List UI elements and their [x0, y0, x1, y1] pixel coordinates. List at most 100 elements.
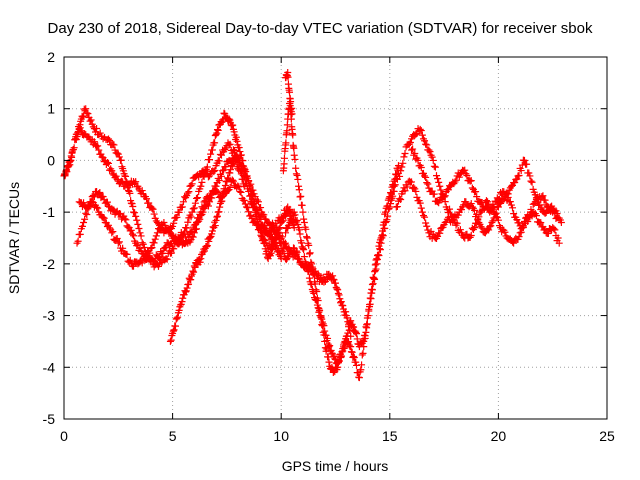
y-tick-label-neg3: -3: [43, 308, 56, 324]
data-point: [474, 216, 482, 224]
data-point: [136, 229, 144, 237]
data-point: [280, 154, 288, 162]
data-point: [379, 232, 387, 240]
data-point: [353, 335, 361, 343]
data-point: [426, 148, 434, 156]
data-point: [282, 139, 290, 147]
data-point: [77, 127, 85, 135]
data-point: [169, 327, 177, 335]
data-point: [229, 162, 237, 170]
data-point: [430, 162, 438, 170]
data-point: [198, 178, 206, 186]
data-point: [269, 243, 277, 251]
data-point: [212, 131, 220, 139]
data-point: [297, 192, 305, 200]
data-point: [105, 159, 113, 167]
data-point: [197, 255, 205, 263]
data-point: [212, 216, 220, 224]
data-point: [150, 210, 158, 218]
data-point: [257, 204, 265, 212]
data-point: [376, 246, 384, 254]
data-point: [209, 187, 217, 195]
data-point: [510, 239, 518, 247]
data-point: [288, 110, 296, 118]
data-point: [359, 349, 367, 357]
data-point: [234, 182, 242, 190]
data-point: [393, 203, 401, 211]
data-point: [150, 258, 158, 266]
data-point: [338, 348, 346, 356]
data-point: [321, 344, 329, 352]
data-point: [119, 178, 127, 186]
data-point: [337, 354, 345, 362]
data-point: [214, 188, 222, 196]
data-point: [274, 228, 282, 236]
y-tick-label-2: 2: [47, 49, 55, 65]
data-point: [191, 199, 199, 207]
data-point: [96, 129, 104, 137]
data-point: [206, 198, 214, 206]
data-point: [258, 233, 266, 241]
data-point: [226, 140, 234, 148]
data-point: [105, 135, 113, 143]
data-point: [419, 212, 427, 220]
data-point: [185, 280, 193, 288]
data-point: [183, 284, 191, 292]
data-point: [366, 300, 374, 308]
y-tick-label-neg1: -1: [43, 204, 56, 220]
data-point: [173, 213, 181, 221]
data-point: [337, 298, 345, 306]
data-point: [527, 205, 535, 213]
data-point: [247, 180, 255, 188]
data-point: [177, 301, 185, 309]
data-point: [80, 218, 88, 226]
data-point: [173, 314, 181, 322]
data-point: [541, 196, 549, 204]
data-point: [211, 222, 219, 230]
axis-ticks: [63, 56, 608, 420]
data-point: [275, 235, 283, 243]
data-point: [208, 194, 216, 202]
data-point: [229, 177, 237, 185]
data-point: [236, 187, 244, 195]
data-point: [249, 200, 257, 208]
data-point: [352, 328, 360, 336]
data-point: [396, 195, 404, 203]
data-point: [350, 323, 358, 331]
data-point: [451, 178, 459, 186]
data-point: [482, 197, 490, 205]
data-point: [196, 258, 204, 266]
data-point: [178, 232, 186, 240]
data-point: [412, 187, 420, 195]
data-point: [454, 211, 462, 219]
data-point: [184, 189, 192, 197]
data-point: [292, 247, 300, 255]
data-point: [299, 244, 307, 252]
data-point: [130, 232, 138, 240]
data-point: [322, 331, 330, 339]
data-point: [79, 113, 87, 121]
data-point: [387, 200, 395, 208]
data-point: [422, 173, 430, 181]
y-tick-label-neg4: -4: [43, 359, 56, 375]
data-point: [385, 205, 393, 213]
data-point: [289, 131, 297, 139]
data-point: [110, 141, 118, 149]
data-point: [196, 215, 204, 223]
data-point: [467, 177, 475, 185]
data-point: [203, 163, 211, 171]
data-point: [287, 115, 295, 123]
data-point: [313, 296, 321, 304]
data-point: [242, 172, 250, 180]
data-point: [507, 182, 515, 190]
data-point: [358, 361, 366, 369]
data-point: [197, 182, 205, 190]
data-point: [350, 354, 358, 362]
data-point: [220, 109, 228, 117]
data-point: [300, 246, 308, 254]
data-point: [148, 244, 156, 252]
data-point: [122, 216, 130, 224]
data-point: [290, 211, 298, 219]
data-point: [84, 110, 92, 118]
data-point: [239, 175, 247, 183]
